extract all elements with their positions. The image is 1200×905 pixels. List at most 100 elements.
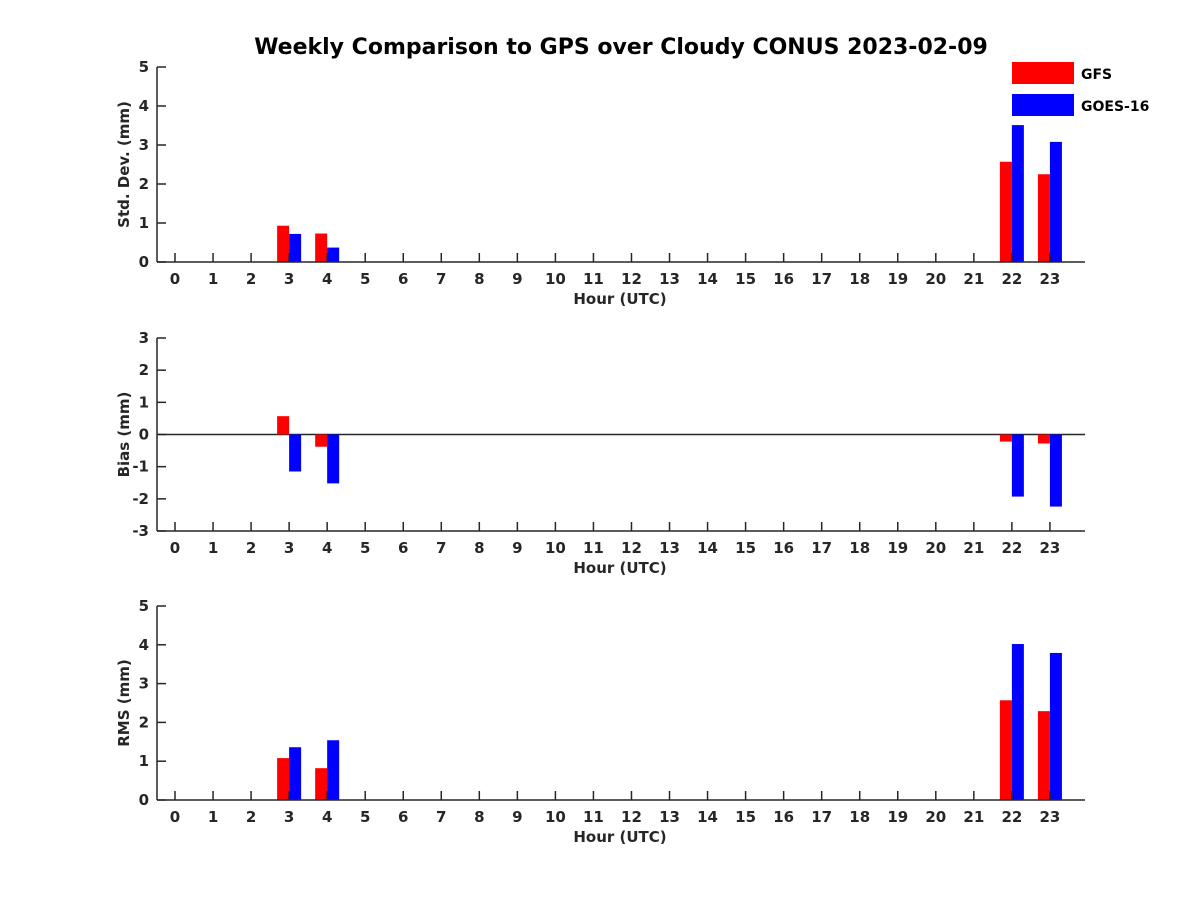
x-tick-label: 18 — [849, 539, 870, 557]
x-tick-label: 10 — [545, 270, 566, 288]
y-axis-label: Bias (mm) — [115, 392, 133, 478]
x-tick-label: 2 — [246, 808, 256, 826]
x-tick-label: 4 — [322, 270, 332, 288]
bar-gfs-hour-23 — [1037, 711, 1050, 800]
y-tick-label: 3 — [139, 675, 149, 693]
bar-goes-16-hour-23 — [1049, 141, 1062, 262]
bar-gfs-hour-22 — [999, 161, 1012, 262]
x-tick-label: 10 — [545, 808, 566, 826]
y-tick-label: -1 — [132, 458, 149, 476]
x-tick-label: 1 — [208, 539, 218, 557]
x-tick-label: 14 — [697, 808, 718, 826]
x-tick-label: 11 — [583, 270, 604, 288]
bar-gfs-hour-4 — [315, 434, 328, 447]
x-tick-label: 3 — [284, 808, 294, 826]
x-tick-label: 21 — [963, 270, 984, 288]
bar-gfs-hour-3 — [277, 225, 290, 262]
x-tick-label: 23 — [1039, 270, 1060, 288]
y-tick-label: 5 — [139, 597, 149, 615]
bar-goes-16-hour-4 — [327, 740, 340, 800]
x-tick-label: 19 — [887, 808, 908, 826]
x-tick-label: 20 — [925, 270, 946, 288]
x-tick-label: 5 — [360, 270, 370, 288]
x-tick-label: 16 — [773, 539, 794, 557]
bar-gfs-hour-22 — [999, 700, 1012, 800]
y-tick-label: -2 — [132, 490, 149, 508]
legend-swatch-gfs — [1012, 62, 1074, 84]
x-tick-label: 12 — [621, 539, 642, 557]
bar-goes-16-hour-22 — [1011, 434, 1024, 497]
y-axis-label: Std. Dev. (mm) — [115, 101, 133, 228]
x-tick-label: 22 — [1001, 808, 1022, 826]
x-tick-label: 17 — [811, 808, 832, 826]
x-tick-label: 19 — [887, 539, 908, 557]
x-tick-label: 11 — [583, 539, 604, 557]
x-tick-label: 21 — [963, 808, 984, 826]
x-tick-label: 20 — [925, 808, 946, 826]
bar-gfs-hour-23 — [1037, 174, 1050, 262]
x-tick-label: 11 — [583, 808, 604, 826]
x-tick-label: 13 — [659, 808, 680, 826]
y-tick-label: 0 — [139, 791, 149, 809]
bar-goes-16-hour-3 — [289, 233, 302, 262]
x-tick-label: 8 — [474, 808, 484, 826]
x-tick-label: 1 — [208, 808, 218, 826]
bar-gfs-hour-3 — [277, 758, 290, 800]
x-tick-label: 23 — [1039, 539, 1060, 557]
x-tick-label: 20 — [925, 539, 946, 557]
x-tick-label: 10 — [545, 539, 566, 557]
x-tick-label: 5 — [360, 808, 370, 826]
x-tick-label: 16 — [773, 808, 794, 826]
x-tick-label: 7 — [436, 808, 446, 826]
bar-goes-16-hour-23 — [1049, 652, 1062, 800]
x-tick-label: 6 — [398, 808, 408, 826]
x-tick-label: 21 — [963, 539, 984, 557]
y-axis-label: RMS (mm) — [115, 659, 133, 746]
x-tick-label: 2 — [246, 539, 256, 557]
x-tick-label: 16 — [773, 270, 794, 288]
x-tick-label: 8 — [474, 270, 484, 288]
bar-goes-16-hour-3 — [289, 747, 302, 800]
x-tick-label: 9 — [512, 539, 522, 557]
x-tick-label: 13 — [659, 539, 680, 557]
x-tick-label: 7 — [436, 539, 446, 557]
x-tick-label: 3 — [284, 270, 294, 288]
bar-gfs-hour-4 — [315, 233, 328, 262]
x-tick-label: 19 — [887, 270, 908, 288]
x-tick-label: 17 — [811, 270, 832, 288]
y-tick-label: 1 — [139, 752, 149, 770]
y-tick-label: 2 — [139, 713, 149, 731]
bar-gfs-hour-23 — [1037, 434, 1050, 444]
y-tick-label: -3 — [132, 522, 149, 540]
x-tick-label: 5 — [360, 539, 370, 557]
bar-goes-16-hour-3 — [289, 434, 302, 472]
x-tick-label: 23 — [1039, 808, 1060, 826]
legend: GFS GOES-16 — [1012, 62, 1149, 116]
legend-swatch-goes16 — [1012, 94, 1074, 116]
bar-gfs-hour-3 — [277, 416, 290, 435]
x-tick-label: 18 — [849, 808, 870, 826]
x-tick-label: 3 — [284, 539, 294, 557]
x-tick-label: 15 — [735, 808, 756, 826]
x-axis-label: Hour (UTC) — [573, 290, 666, 308]
y-tick-label: 4 — [139, 636, 149, 654]
y-tick-label: 4 — [139, 97, 149, 115]
x-tick-label: 9 — [512, 808, 522, 826]
y-tick-label: 1 — [139, 393, 149, 411]
x-tick-label: 4 — [322, 539, 332, 557]
x-tick-label: 0 — [170, 270, 180, 288]
x-axis-label: Hour (UTC) — [573, 559, 666, 577]
x-tick-label: 0 — [170, 808, 180, 826]
x-tick-label: 4 — [322, 808, 332, 826]
x-tick-label: 14 — [697, 539, 718, 557]
x-tick-label: 6 — [398, 270, 408, 288]
x-tick-label: 8 — [474, 539, 484, 557]
x-tick-label: 12 — [621, 808, 642, 826]
x-axis-label: Hour (UTC) — [573, 828, 666, 846]
x-tick-label: 17 — [811, 539, 832, 557]
x-tick-label: 9 — [512, 270, 522, 288]
